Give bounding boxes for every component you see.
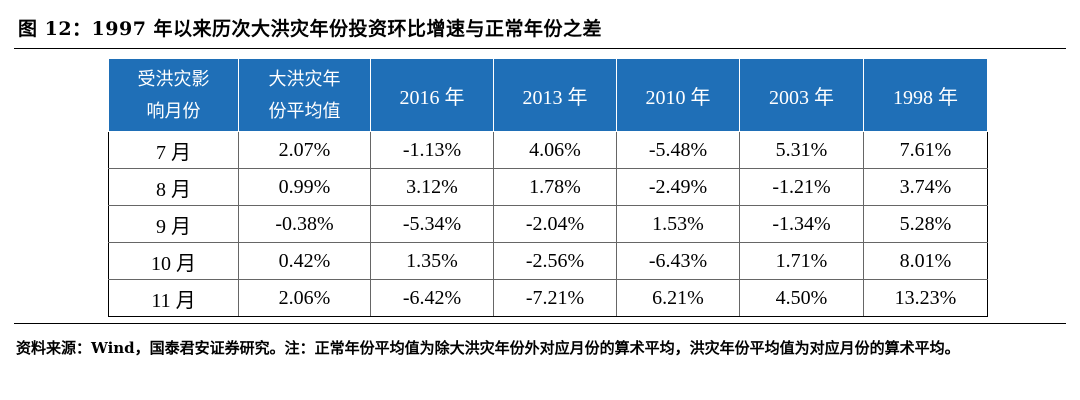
table-cell: 8.01% xyxy=(863,242,988,280)
header-line: 份平均值 xyxy=(268,101,341,121)
table-cell: -6.43% xyxy=(616,242,740,280)
table-cell: -2.04% xyxy=(493,205,617,243)
header-line: 大洪灾年 xyxy=(268,69,341,89)
table-cell: -1.34% xyxy=(739,205,864,243)
table-cell: 1.35% xyxy=(370,242,494,280)
table-row: 7 月 2.07% -1.13% 4.06% -5.48% 5.31% 7.61… xyxy=(108,131,988,169)
table-cell: 9 月 xyxy=(108,205,239,243)
table-cell: -1.13% xyxy=(370,131,494,169)
header-cell: 2003 年 xyxy=(739,58,864,132)
table-cell: 1.71% xyxy=(739,242,864,280)
header-line: 响月份 xyxy=(146,101,201,121)
table-cell: 0.99% xyxy=(238,168,371,206)
header-cell: 2016 年 xyxy=(370,58,494,132)
header-line: 受洪灾影 xyxy=(137,69,210,89)
table-cell: -2.56% xyxy=(493,242,617,280)
table-row: 9 月 -0.38% -5.34% -2.04% 1.53% -1.34% 5.… xyxy=(108,205,988,243)
table-cell: 8 月 xyxy=(108,168,239,206)
table-cell: 5.31% xyxy=(739,131,864,169)
table-cell: 4.06% xyxy=(493,131,617,169)
bottom-rule xyxy=(14,323,1066,324)
table-cell: 1.78% xyxy=(493,168,617,206)
table-cell: 7.61% xyxy=(863,131,988,169)
table-cell: 3.74% xyxy=(863,168,988,206)
table-cell: 6.21% xyxy=(616,279,740,317)
header-cell: 2013 年 xyxy=(493,58,617,132)
table-cell: 10 月 xyxy=(108,242,239,280)
table-cell: -5.34% xyxy=(370,205,494,243)
table-cell: 2.06% xyxy=(238,279,371,317)
data-table: 受洪灾影 响月份 大洪灾年 份平均值 2016 年 2013 年 2010 年 … xyxy=(108,58,988,317)
table-cell: 4.50% xyxy=(739,279,864,317)
table-cell: -1.21% xyxy=(739,168,864,206)
table-cell: 13.23% xyxy=(863,279,988,317)
top-rule xyxy=(14,48,1066,49)
header-cell: 受洪灾影 响月份 xyxy=(108,58,239,132)
table-cell: 11 月 xyxy=(108,279,239,317)
table-cell: 7 月 xyxy=(108,131,239,169)
header-cell: 2010 年 xyxy=(616,58,740,132)
header-row: 受洪灾影 响月份 大洪灾年 份平均值 2016 年 2013 年 2010 年 … xyxy=(108,58,988,132)
table-row: 11 月 2.06% -6.42% -7.21% 6.21% 4.50% 13.… xyxy=(108,279,988,317)
table-cell: 5.28% xyxy=(863,205,988,243)
table-cell: 0.42% xyxy=(238,242,371,280)
table-cell: 2.07% xyxy=(238,131,371,169)
header-cell: 1998 年 xyxy=(863,58,988,132)
table-row: 8 月 0.99% 3.12% 1.78% -2.49% -1.21% 3.74… xyxy=(108,168,988,206)
table-cell: 3.12% xyxy=(370,168,494,206)
table-row: 10 月 0.42% 1.35% -2.56% -6.43% 1.71% 8.0… xyxy=(108,242,988,280)
table-cell: -7.21% xyxy=(493,279,617,317)
table-cell: 1.53% xyxy=(616,205,740,243)
table-cell: -6.42% xyxy=(370,279,494,317)
table-cell: -5.48% xyxy=(616,131,740,169)
table-cell: -2.49% xyxy=(616,168,740,206)
table-cell: -0.38% xyxy=(238,205,371,243)
header-cell: 大洪灾年 份平均值 xyxy=(238,58,371,132)
source-note: 资料来源：Wind，国泰君安证券研究。注：正常年份平均值为除大洪灾年份外对应月份… xyxy=(16,339,960,357)
figure-title: 图 12：1997 年以来历次大洪灾年份投资环比增速与正常年份之差 xyxy=(18,18,603,40)
